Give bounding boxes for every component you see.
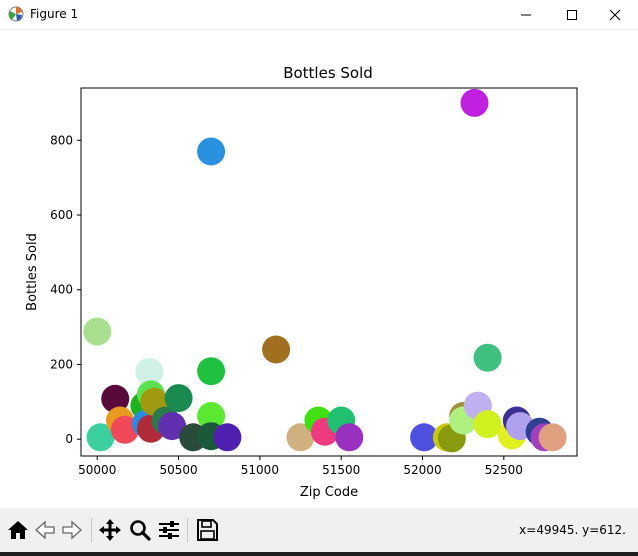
y-axis-label: Bottles Sold [25,233,40,311]
toolbar-separator [187,518,188,542]
x-tick-label: 52000 [403,463,441,477]
x-tick-label: 52500 [485,463,523,477]
forward-button[interactable] [59,517,85,543]
maximize-button[interactable] [549,0,595,29]
toolbar-separator [91,518,92,542]
y-tick-label: 0 [65,432,73,446]
back-button[interactable] [32,517,58,543]
scatter-point [473,343,502,372]
y-tick-label: 800 [50,133,73,147]
x-tick-label: 50500 [159,463,197,477]
scatter-point [410,423,439,452]
maximize-icon [567,9,577,20]
minimize-icon [521,14,531,15]
home-icon [8,521,28,539]
scatter-point [460,88,489,117]
axes-frame [80,87,578,457]
scatter-point [197,402,226,430]
close-icon [609,9,621,20]
scatter-point [262,335,291,364]
zoom-icon [130,520,151,541]
back-icon [35,520,55,540]
scatter-point [286,423,315,452]
chart-title: Bottles Sold [283,64,373,82]
figure-canvas[interactable]: Bottles Sold 50000 50500 51000 51500 52000 52… [0,30,638,508]
x-tick-label: 51000 [241,463,279,477]
y-tick-label: 200 [50,357,73,371]
matplotlib-app-icon [8,6,24,22]
configure-subplots-icon [159,521,179,539]
scatter-point [538,423,567,452]
save-button[interactable] [194,517,220,543]
scatter-point [164,384,193,413]
pan-button[interactable] [97,517,123,543]
save-icon [197,519,218,541]
configure-subplots-button[interactable] [156,517,182,543]
scatter-chart: Bottles Sold 50000 50500 51000 51500 52000 52… [25,64,578,500]
scatter-point [335,423,364,452]
y-tick-label: 400 [50,283,73,297]
scatter-point [197,357,226,386]
home-button[interactable] [5,517,31,543]
close-button[interactable] [592,0,638,29]
y-tick-label: 600 [50,208,73,222]
x-axis-label: Zip Code [300,485,358,500]
window-bottom-edge [0,552,638,556]
window-title: Figure 1 [30,7,79,21]
scatter-point [83,317,112,346]
scatter-point [197,137,226,166]
forward-icon [62,520,82,540]
scatter-point [110,415,139,444]
scatter-point [213,423,242,452]
cursor-coordinates: x=49945. y=612. [519,523,626,537]
x-tick-label: 51500 [322,463,360,477]
x-tick-label: 50000 [78,463,116,477]
zoom-button[interactable] [127,517,153,543]
pan-icon [99,519,121,541]
title-bar: Figure 1 [0,0,638,30]
scatter-point [135,357,164,386]
scatter-point [473,410,502,439]
scatter-point [101,384,130,413]
scatter-point [158,412,187,441]
scatter-point [86,423,115,452]
minimize-button[interactable] [503,0,549,29]
navigation-toolbar: x=49945. y=612. [0,508,638,552]
